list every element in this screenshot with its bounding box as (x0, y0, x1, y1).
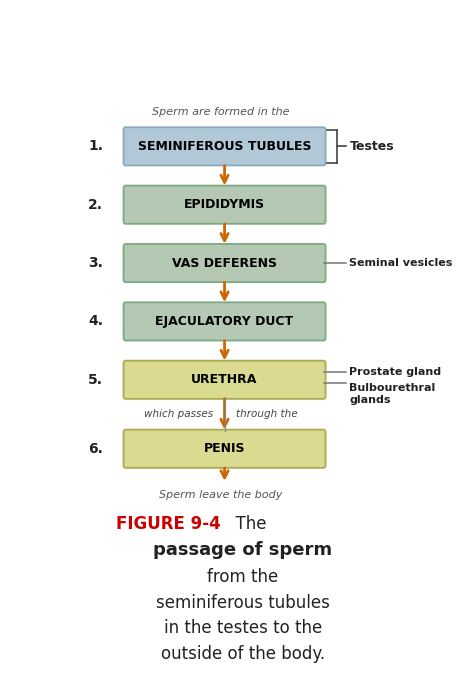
Text: seminiferous tubules: seminiferous tubules (156, 594, 330, 612)
Text: 4.: 4. (88, 314, 103, 329)
Text: Sperm leave the body: Sperm leave the body (159, 491, 283, 500)
Text: Prostate gland: Prostate gland (349, 367, 442, 377)
Text: in the testes to the: in the testes to the (164, 619, 322, 637)
FancyBboxPatch shape (124, 127, 326, 165)
Text: FIGURE 9-4: FIGURE 9-4 (116, 515, 221, 533)
Text: 3.: 3. (89, 256, 103, 270)
FancyBboxPatch shape (124, 360, 326, 399)
Text: which passes: which passes (145, 409, 213, 420)
Text: Sperm are formed in the: Sperm are formed in the (152, 107, 290, 117)
Text: SEMINIFEROUS TUBULES: SEMINIFEROUS TUBULES (138, 140, 311, 153)
Text: 2.: 2. (88, 198, 103, 212)
Text: The: The (225, 515, 266, 533)
Text: outside of the body.: outside of the body. (161, 644, 325, 663)
Text: Seminal vesicles: Seminal vesicles (349, 258, 453, 268)
Text: Bulbourethral
glands: Bulbourethral glands (349, 383, 436, 404)
Text: 1.: 1. (88, 139, 103, 154)
FancyBboxPatch shape (124, 244, 326, 282)
Text: VAS DEFERENS: VAS DEFERENS (172, 256, 277, 269)
Text: PENIS: PENIS (204, 442, 246, 455)
Text: 6.: 6. (89, 442, 103, 455)
Text: through the: through the (236, 409, 297, 420)
FancyBboxPatch shape (124, 302, 326, 340)
Text: URETHRA: URETHRA (191, 373, 258, 387)
Text: Testes: Testes (349, 140, 394, 153)
Text: EJACULATORY DUCT: EJACULATORY DUCT (155, 315, 293, 328)
Text: EPIDIDYMIS: EPIDIDYMIS (184, 198, 265, 212)
Text: from the: from the (207, 568, 279, 586)
Text: 5.: 5. (88, 373, 103, 387)
Text: passage of sperm: passage of sperm (154, 541, 332, 559)
FancyBboxPatch shape (124, 185, 326, 224)
FancyBboxPatch shape (124, 430, 326, 468)
